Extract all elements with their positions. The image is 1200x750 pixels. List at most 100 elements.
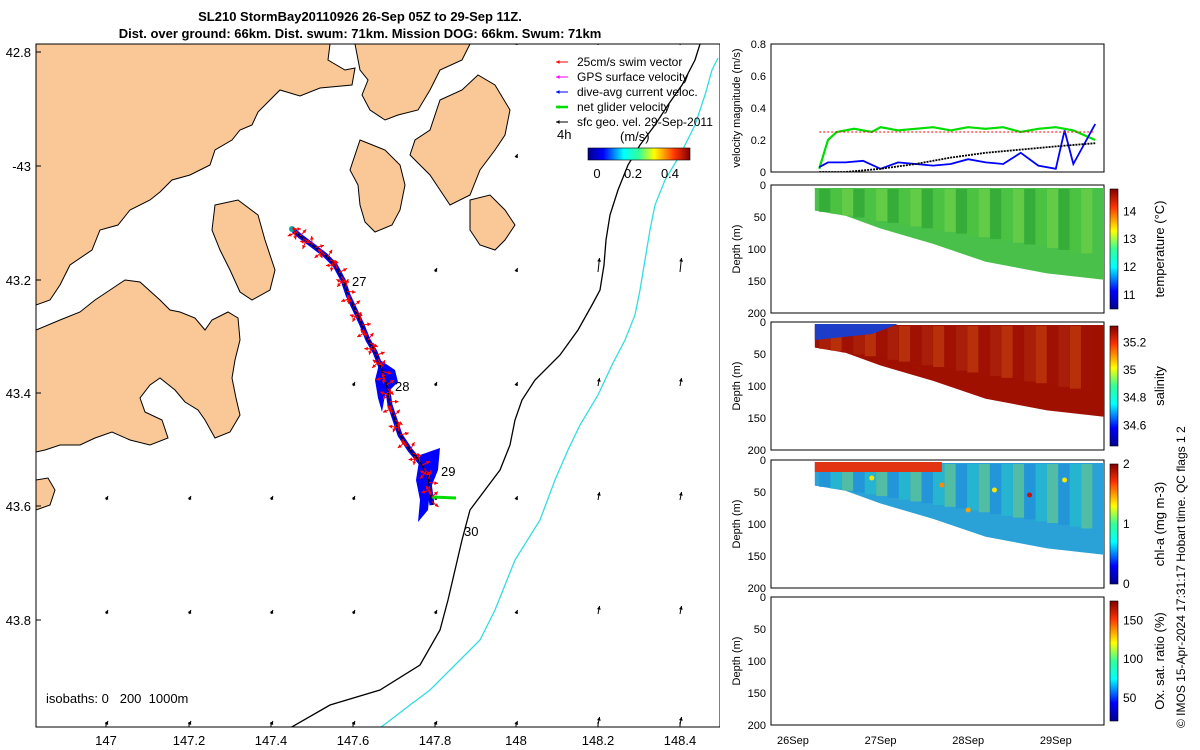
depth-panel-3: 0 50 100 150 200 Depth (m) 0 1 2 chl-a (mg m-3) xyxy=(731,455,1167,595)
legend-label: sfc geo. vel. 29-Sep-2011 xyxy=(577,115,713,129)
depth-ytick: 0 xyxy=(760,180,766,192)
swim-vector-head xyxy=(369,332,374,337)
swim-vector-head xyxy=(426,461,431,465)
section-texture xyxy=(1081,326,1093,391)
velocity-ylabel: velocity magnitude (m/s) xyxy=(731,48,743,167)
swim-vector-head xyxy=(388,424,393,429)
section-texture xyxy=(990,189,1002,240)
geo-vector-head xyxy=(678,606,683,610)
colorbar-tick: 2 xyxy=(1123,457,1130,471)
swim-vector-head xyxy=(378,362,383,367)
swim-vector-head xyxy=(297,227,301,231)
velocity-ytick: 0.2 xyxy=(751,135,766,147)
lat-tick-label: -43 xyxy=(12,159,31,174)
geo-vector-head xyxy=(187,610,192,614)
velocity-panel: 0 0.2 0.4 0.6 0.8 velocity magnitude (m/s) xyxy=(731,39,1105,179)
geo-vector-head xyxy=(679,258,684,262)
lat-tick-label: 43.6 xyxy=(6,499,31,514)
footer-note: © IMOS 15-Apr-2024 17:31:17 Hobart time.… xyxy=(1174,426,1188,728)
section-texture xyxy=(1012,326,1024,380)
depth-ytick: 50 xyxy=(754,487,766,499)
swim-vector-head xyxy=(411,442,415,447)
swim-vector-head xyxy=(421,489,426,494)
legend-label: 25cm/s swim vector xyxy=(577,55,682,69)
section-texture xyxy=(955,326,968,371)
swim-vectors xyxy=(287,226,439,508)
lat-tick-label: 43.2 xyxy=(6,273,31,288)
section-texture xyxy=(876,464,888,497)
swim-vector-head xyxy=(420,470,425,475)
swim-vector-head xyxy=(368,350,373,355)
swim-vector-head xyxy=(360,329,365,334)
swim-vector-head xyxy=(404,431,409,436)
geo-vector-head xyxy=(596,492,601,496)
swim-vector-head xyxy=(300,239,304,244)
section-texture xyxy=(864,189,876,220)
geo-vector-head xyxy=(514,496,519,500)
swim-vector-head xyxy=(380,351,385,356)
velocity-series xyxy=(819,142,1096,172)
colorbar xyxy=(1109,188,1119,310)
swim-vector-head xyxy=(320,244,325,249)
colorbar xyxy=(1109,325,1119,447)
land-polygon xyxy=(469,194,516,251)
geo-vector-head xyxy=(269,496,274,500)
lon-tick-label: 147.8 xyxy=(419,733,452,748)
colorbar-tick: 34.8 xyxy=(1123,391,1147,405)
swim-vector-head xyxy=(434,503,439,507)
depth-ytick: 100 xyxy=(748,381,766,393)
chl-sample xyxy=(1027,492,1033,498)
swim-vector-head xyxy=(326,263,330,268)
colorbar-tick: 11 xyxy=(1123,288,1136,302)
colorbar xyxy=(1109,600,1119,722)
swim-vector-head xyxy=(396,422,401,426)
lon-tick-label: 148.2 xyxy=(582,733,615,748)
land-polygon xyxy=(36,477,56,511)
velocity-axes xyxy=(770,43,1105,173)
section-texture xyxy=(933,326,945,368)
colorbar-tick: 1 xyxy=(1123,517,1130,531)
depth-ytick: 50 xyxy=(754,349,766,361)
geo-vector-head xyxy=(269,610,274,614)
section-texture xyxy=(1069,189,1081,252)
section-texture xyxy=(967,464,979,511)
colorbar xyxy=(1109,463,1119,585)
colorbar-tick: 150 xyxy=(1123,613,1143,627)
swim-vector-head xyxy=(328,249,333,254)
section-texture xyxy=(921,189,933,229)
depth-ytick: 150 xyxy=(748,413,766,425)
section-texture xyxy=(853,464,865,493)
geo-vector-head xyxy=(433,610,438,614)
geo-vector-head xyxy=(351,496,356,500)
geo-vector-head xyxy=(678,492,683,496)
section-texture xyxy=(944,464,956,507)
swim-vector-head xyxy=(343,268,348,272)
lon-tick-label: 147 xyxy=(95,733,117,748)
section-texture xyxy=(830,464,842,489)
geo-vector-head xyxy=(596,717,601,721)
colorbar-tick: 13 xyxy=(1123,232,1137,246)
section-texture xyxy=(1081,464,1093,529)
section-texture xyxy=(1001,326,1013,378)
swim-vector-head xyxy=(329,267,334,272)
section-texture xyxy=(1058,326,1070,387)
section-texture xyxy=(1058,464,1070,525)
swim-vector-head xyxy=(309,236,314,240)
lon-tick-label: 147.4 xyxy=(255,733,288,748)
section-texture xyxy=(887,189,899,223)
section-texture xyxy=(841,326,854,353)
geo-vector-head xyxy=(514,610,519,614)
swim-vector-head xyxy=(352,317,356,322)
section-texture xyxy=(910,326,922,364)
colorbar-label: chl-a (mg m-3) xyxy=(1152,482,1167,567)
day-label-28: 28 xyxy=(395,379,409,394)
land-polygon xyxy=(211,199,276,301)
swim-vector-head xyxy=(387,405,391,410)
land-polygon xyxy=(36,44,356,306)
section-texture xyxy=(1047,464,1059,524)
swim-vector-head xyxy=(392,428,397,433)
swim-vector-head xyxy=(381,360,386,365)
geo-vector-head xyxy=(678,717,683,721)
swim-vector-head xyxy=(394,399,399,404)
